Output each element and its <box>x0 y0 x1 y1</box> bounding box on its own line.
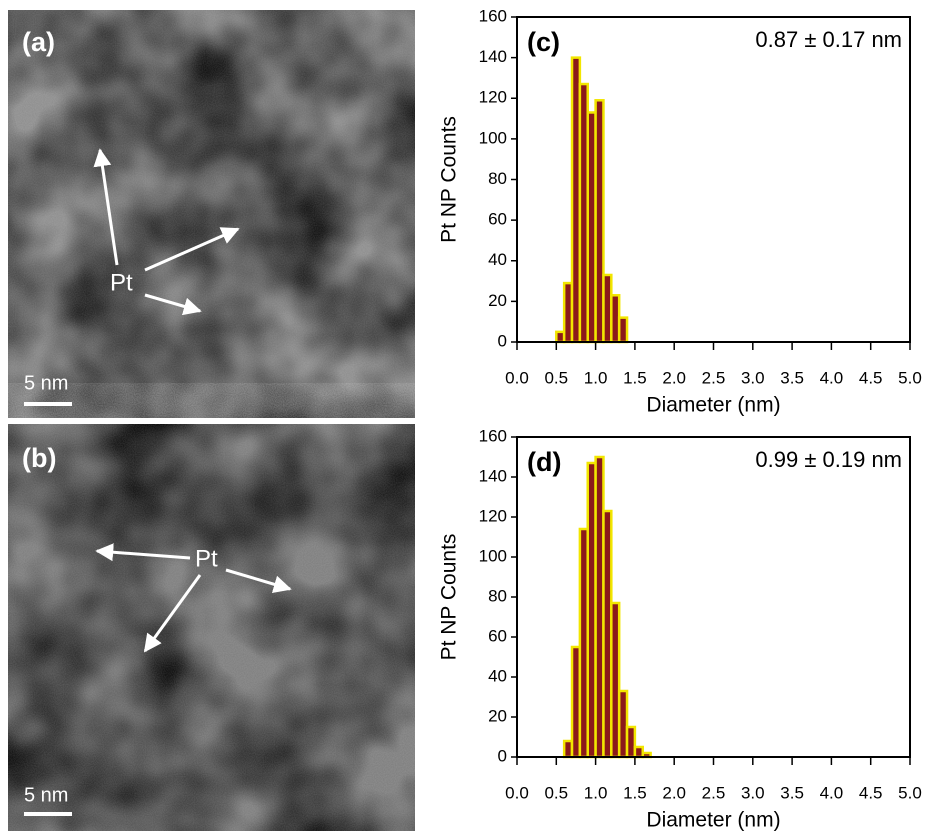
y-tick-label: 100 <box>479 128 507 147</box>
y-tick-label: 20 <box>488 706 507 725</box>
panel-label: (b) <box>22 443 56 473</box>
y-tick-label: 0 <box>498 746 507 765</box>
x-tick-label: 1.5 <box>623 783 647 802</box>
y-tick-label: 0 <box>498 331 507 350</box>
x-axis-label: Diameter (nm) <box>646 394 780 417</box>
panel-label: (a) <box>22 27 55 57</box>
x-axis-label: Diameter (nm) <box>646 809 780 831</box>
panel-label: (c) <box>527 27 560 57</box>
y-tick-label: 100 <box>479 546 507 565</box>
x-tick-label: 4.5 <box>859 368 883 387</box>
bar <box>617 316 629 344</box>
x-tick-label: 4.0 <box>820 368 844 387</box>
x-tick-label: 5.0 <box>898 783 922 802</box>
x-tick-label: 4.5 <box>859 783 883 802</box>
x-tick-label: 3.0 <box>741 368 765 387</box>
pt-label: Pt <box>110 269 133 296</box>
y-axis-label: Pt NP Counts <box>438 534 461 661</box>
y-tick-label: 140 <box>479 47 507 66</box>
y-tick-label: 120 <box>479 506 507 525</box>
y-tick-label: 40 <box>488 666 507 685</box>
x-tick-label: 0.5 <box>544 368 568 387</box>
x-tick-label: 2.5 <box>702 368 726 387</box>
x-tick-label: 2.0 <box>662 783 686 802</box>
x-tick-label: 1.0 <box>584 368 608 387</box>
x-tick-label: 2.5 <box>702 783 726 802</box>
x-tick-label: 0.0 <box>505 783 529 802</box>
x-tick-label: 1.0 <box>584 783 608 802</box>
image-b: (b) Pt 5 nm <box>8 424 415 831</box>
x-tick-label: 0.0 <box>505 368 529 387</box>
x-tick-label: 3.5 <box>780 783 804 802</box>
x-tick-label: 0.5 <box>544 783 568 802</box>
y-tick-label: 160 <box>479 6 507 25</box>
y-tick-label: 60 <box>488 626 507 645</box>
y-tick-label: 120 <box>479 88 507 107</box>
x-tick-label: 4.0 <box>820 783 844 802</box>
pt-label: Pt <box>195 545 218 572</box>
image-a: (a) Pt 5 nm <box>8 10 415 418</box>
y-axis-label: Pt NP Counts <box>438 116 461 243</box>
y-tick-label: 160 <box>479 426 507 445</box>
x-tick-label: 3.5 <box>780 368 804 387</box>
y-tick-label: 80 <box>488 169 507 188</box>
x-tick-label: 1.5 <box>623 368 647 387</box>
y-tick-label: 60 <box>488 210 507 229</box>
y-tick-label: 140 <box>479 466 507 485</box>
stat-annotation: 0.99 ± 0.19 nm <box>755 447 902 472</box>
x-tick-label: 5.0 <box>898 368 922 387</box>
x-tick-label: 3.0 <box>741 783 765 802</box>
scale-bar-label: 5 nm <box>24 784 68 806</box>
x-tick-label: 2.0 <box>662 368 686 387</box>
panel-label: (d) <box>527 447 561 477</box>
stat-annotation: 0.87 ± 0.17 nm <box>755 27 902 52</box>
y-tick-label: 40 <box>488 250 507 269</box>
y-tick-label: 20 <box>488 291 507 310</box>
y-tick-label: 80 <box>488 586 507 605</box>
scale-bar-label: 5 nm <box>24 372 68 394</box>
